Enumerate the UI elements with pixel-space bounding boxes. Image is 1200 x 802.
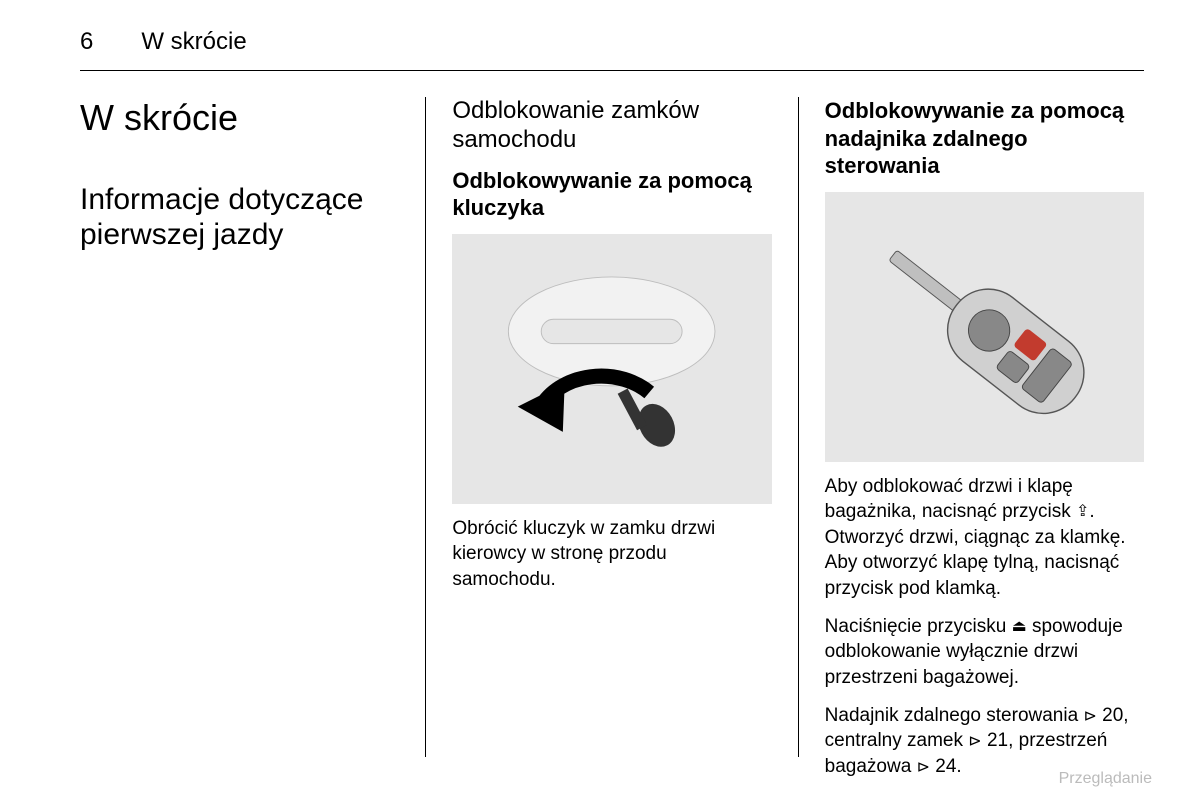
door-key-figure — [452, 234, 771, 504]
page-ref: 20 — [1097, 705, 1123, 726]
unlock-car-icon: ⇪ — [1076, 501, 1089, 523]
page-ref-icon: ⊳ — [968, 731, 981, 753]
page-ref-icon: ⊳ — [1083, 706, 1096, 728]
running-title: W skrócie — [141, 28, 246, 56]
paragraph-2: Naciśnięcie przycisku ⏏ spowoduje odblok… — [825, 614, 1144, 691]
column-3: Odblokowywanie za pomocą nadajnika zdaln… — [799, 97, 1144, 757]
column-2: Odblokowanie zamków samochodu Odblokowyw… — [425, 97, 798, 757]
page-ref: 21 — [982, 730, 1008, 751]
page-ref-icon: ⊳ — [917, 757, 930, 779]
remote-key-figure — [825, 192, 1144, 462]
topic-heading: Odblokowanie zamków samochodu — [452, 97, 771, 155]
page-ref: 24 — [930, 756, 956, 777]
footer-label: Przeglądanie — [1059, 770, 1152, 788]
sub-topic-heading: Odblokowywanie za pomocą kluczyka — [452, 167, 771, 222]
subsection-title: Informacje dotyczące pierwszej jazdy — [80, 183, 399, 252]
paragraph-3: Nadajnik zdalnego sterowania ⊳ 20, centr… — [825, 703, 1144, 780]
page-header: 6 W skrócie — [80, 28, 1144, 71]
paragraph-1: Aby odblokować drzwi i klapę bagażnika, … — [825, 474, 1144, 602]
sub-topic-heading: Odblokowywanie za pomocą nadajnika zdaln… — [825, 97, 1144, 180]
section-title: W skrócie — [80, 97, 399, 139]
figure-caption: Obrócić kluczyk w zamku drzwi kierowcy w… — [452, 516, 771, 593]
page-number: 6 — [80, 28, 93, 56]
column-1: W skrócie Informacje dotyczące pierwszej… — [80, 97, 425, 757]
tailgate-icon: ⏏ — [1012, 616, 1027, 638]
